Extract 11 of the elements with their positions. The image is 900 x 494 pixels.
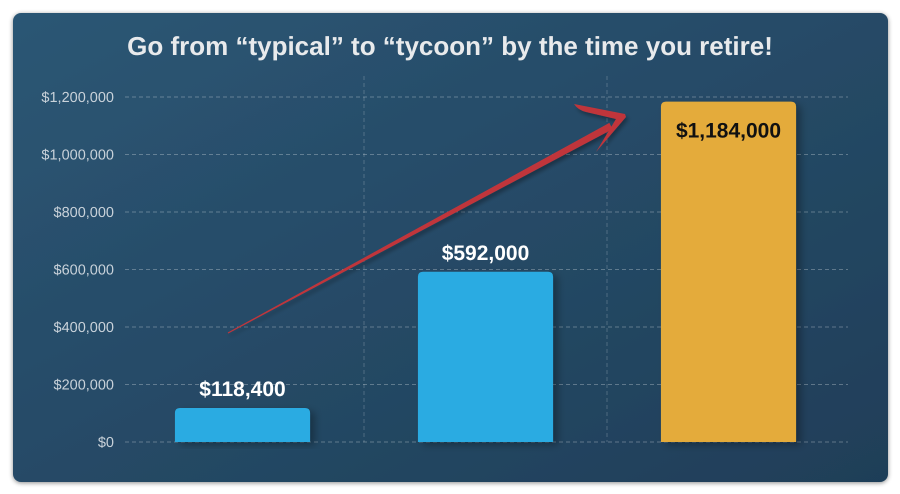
- data-label: $592,000: [442, 242, 530, 265]
- data-label: $118,400: [199, 378, 286, 401]
- y-tick-label: $1,200,000: [41, 90, 114, 106]
- y-tick-label: $800,000: [54, 205, 114, 222]
- y-tick-label: $400,000: [54, 320, 114, 336]
- y-tick-label: $1,000,000: [41, 148, 114, 164]
- y-tick-label: $200,000: [54, 378, 114, 394]
- y-tick-label: $0: [98, 435, 114, 452]
- data-label: $1,184,000: [676, 120, 782, 143]
- y-tick-label: $600,000: [54, 262, 114, 279]
- chart-title: Go from “typical” to “tycoon” by the time you retire!: [127, 31, 773, 61]
